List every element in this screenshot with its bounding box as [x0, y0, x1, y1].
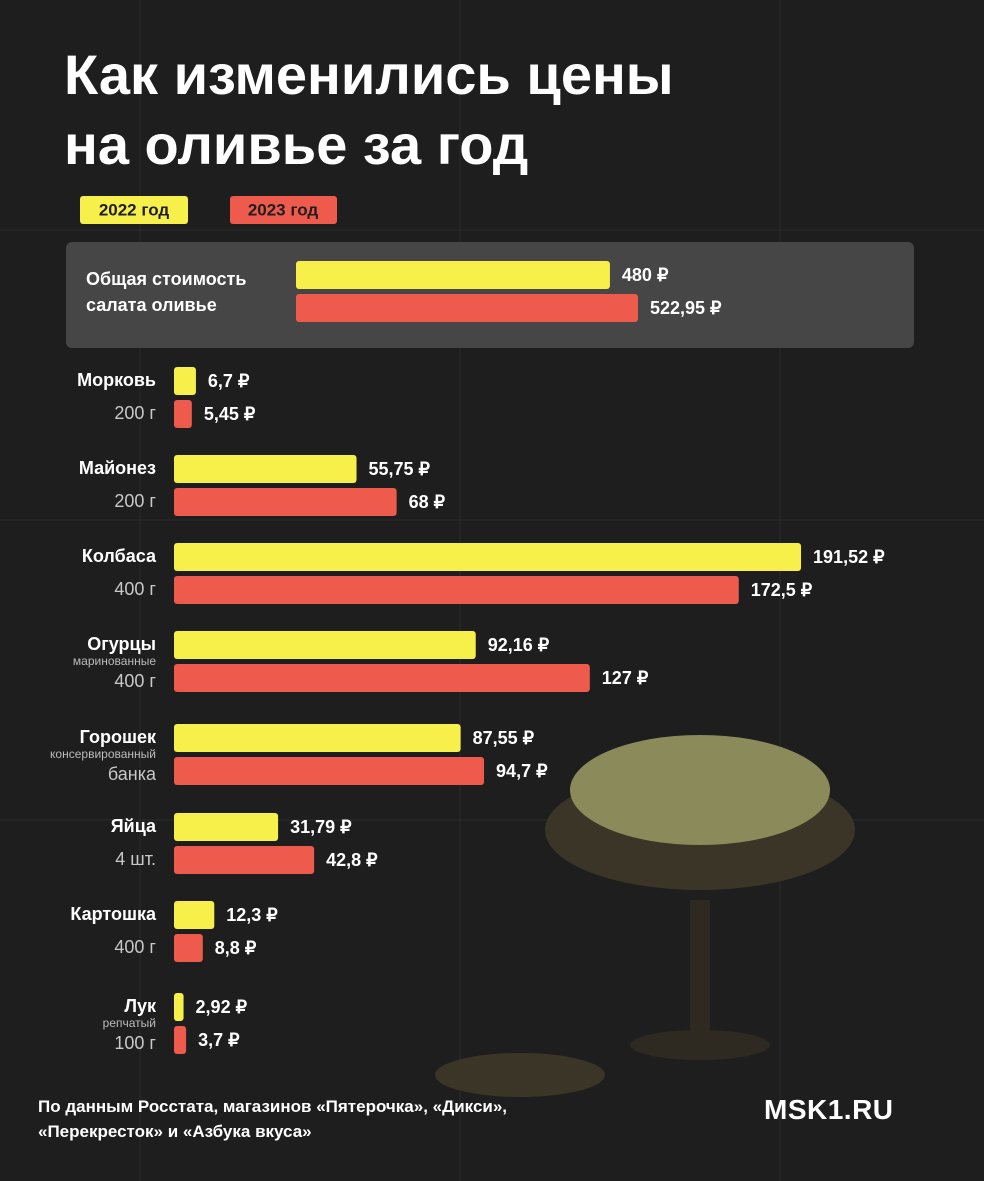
category-detail: консервированный: [50, 747, 156, 761]
bar: [174, 846, 315, 874]
category-detail: маринованные: [73, 654, 156, 668]
value-label: 172,5 ₽: [751, 580, 813, 600]
legend-label: 2023 год: [248, 200, 319, 219]
value-label: 3,7 ₽: [198, 1030, 240, 1050]
salad-illustration: [435, 735, 855, 1097]
category-label: Майонез: [79, 458, 156, 478]
bar: [174, 400, 192, 428]
bar: [174, 576, 739, 604]
value-label: 55,75 ₽: [369, 459, 431, 479]
value-label: 6,7 ₽: [208, 371, 250, 391]
legend-label: 2022 год: [99, 200, 170, 219]
bar: [174, 901, 215, 929]
bar: [174, 1026, 187, 1054]
bar: [296, 294, 639, 322]
source-note: По данным Росстата, магазинов «Пятерочка…: [38, 1097, 508, 1141]
category-label: Яйца: [111, 816, 157, 836]
category-label: Огурцы: [87, 634, 156, 654]
bar: [174, 724, 461, 752]
category-label: Лук: [124, 996, 157, 1016]
value-label: 127 ₽: [602, 668, 649, 688]
value-label: 92,16 ₽: [488, 635, 550, 655]
logo: MSK1.RU: [764, 1094, 894, 1125]
value-label: 42,8 ₽: [326, 850, 378, 870]
bar: [174, 813, 279, 841]
value-label: 522,95 ₽: [650, 298, 722, 318]
category-quantity: 400 г: [114, 579, 156, 599]
category-quantity: 400 г: [114, 937, 156, 957]
bar: [174, 631, 476, 659]
category-quantity: банка: [108, 764, 157, 784]
bar: [174, 488, 397, 516]
category-label: Колбаса: [82, 546, 157, 566]
bar: [296, 261, 610, 289]
bar: [174, 993, 184, 1021]
value-label: 31,79 ₽: [290, 817, 352, 837]
category-quantity: 200 г: [114, 403, 156, 423]
value-label: 480 ₽: [622, 265, 669, 285]
value-label: 94,7 ₽: [496, 761, 548, 781]
value-label: 2,92 ₽: [196, 997, 248, 1017]
category-label: Горошек: [80, 727, 157, 747]
category-label: Картошка: [70, 904, 157, 924]
bar: [174, 757, 485, 785]
category-label: Морковь: [77, 370, 156, 390]
category-quantity: 100 г: [114, 1033, 156, 1053]
value-label: 8,8 ₽: [215, 938, 257, 958]
bar: [174, 664, 590, 692]
bar: [174, 934, 203, 962]
value-label: 191,52 ₽: [813, 547, 885, 567]
value-label: 5,45 ₽: [204, 404, 256, 424]
category-quantity: 400 г: [114, 671, 156, 691]
value-label: 68 ₽: [409, 492, 446, 512]
bar: [174, 455, 357, 483]
value-label: 12,3 ₽: [226, 905, 278, 925]
chart-title: Как изменились цены на оливье за год: [64, 43, 674, 176]
legend-swatch: [80, 196, 188, 224]
value-label: 87,55 ₽: [473, 728, 535, 748]
legend-swatch: [230, 196, 337, 224]
category-label: Общая стоимость салата оливье: [86, 269, 247, 315]
category-detail: репчатый: [103, 1016, 156, 1030]
category-quantity: 200 г: [114, 491, 156, 511]
category-quantity: 4 шт.: [115, 849, 156, 869]
bar: [174, 543, 802, 571]
bar: [174, 367, 196, 395]
